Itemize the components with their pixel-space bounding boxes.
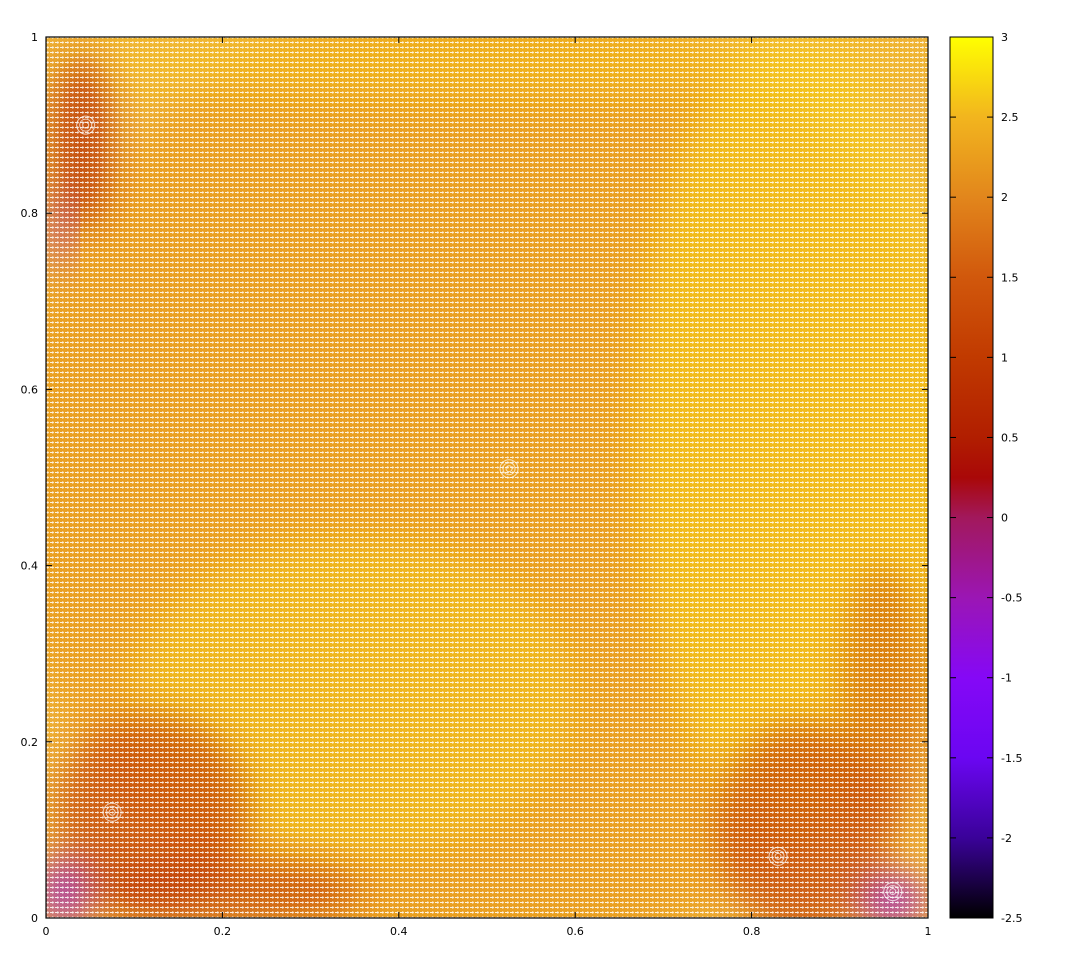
- plot-frame: [45, 36, 929, 919]
- x-tick-label: 0.2: [214, 925, 232, 938]
- arrow-texture: [46, 37, 928, 918]
- colorbar-tick-label: 1.5: [1001, 271, 1019, 284]
- colorbar-tick-label: 2: [1001, 191, 1008, 204]
- colorbar-fill: [950, 37, 993, 918]
- x-tick-label: 0: [43, 925, 50, 938]
- y-tick-label: 0: [31, 912, 38, 925]
- y-tick-label: 0.6: [21, 383, 39, 396]
- colorbar-tick-label: 1: [1001, 351, 1008, 364]
- colorbar: 3 2.5 2 1.5 1 0.5 0 -0.5 -1 -1.5 -2 -2.5: [949, 31, 1022, 925]
- colorbar-tick-label: -2.5: [1001, 912, 1022, 925]
- y-tick-label: 0.4: [21, 560, 39, 573]
- y-tick-label: 1: [31, 31, 38, 44]
- x-tick-label: 0.8: [743, 925, 761, 938]
- x-tick-label: 0.6: [566, 925, 584, 938]
- y-tick-label: 0.8: [21, 207, 39, 220]
- colorbar-tick-label: -1: [1001, 672, 1012, 685]
- colorbar-tick-label: -1.5: [1001, 752, 1022, 765]
- x-tick-label: 0.4: [390, 925, 408, 938]
- colorbar-frame: [949, 36, 994, 919]
- x-tick-label: 1: [925, 925, 932, 938]
- colorbar-tick-label: 0: [1001, 512, 1008, 525]
- colorbar-tick-label: 2.5: [1001, 111, 1019, 124]
- plot-area: [45, 36, 929, 919]
- x-axis: 0 0.2 0.4 0.6 0.8 1: [43, 37, 932, 938]
- colorbar-tick-label: -0.5: [1001, 592, 1022, 605]
- y-tick-label: 0.2: [21, 736, 39, 749]
- colorbar-tick-label: 0.5: [1001, 431, 1019, 444]
- colorbar-tick-label: 3: [1001, 31, 1008, 44]
- y-axis: 0 0.2 0.4 0.6 0.8 1: [21, 31, 928, 925]
- colorbar-ticks: 3 2.5 2 1.5 1 0.5 0 -0.5 -1 -1.5 -2 -2.5: [950, 31, 1022, 925]
- colorbar-tick-label: -2: [1001, 832, 1012, 845]
